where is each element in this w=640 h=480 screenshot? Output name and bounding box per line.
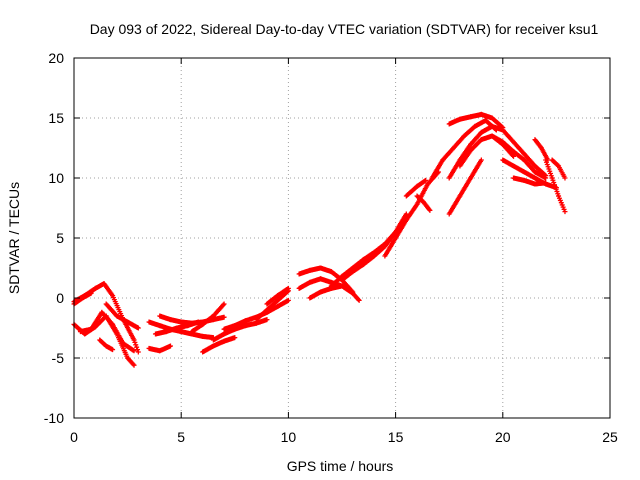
x-tick-label: 20 bbox=[495, 429, 511, 445]
data-point bbox=[543, 175, 549, 181]
series-arc-22 bbox=[382, 169, 441, 259]
data-point bbox=[135, 349, 141, 355]
data-point bbox=[221, 301, 227, 307]
series-arc-19 bbox=[307, 283, 345, 301]
data-point bbox=[131, 337, 137, 343]
series-arc-16 bbox=[264, 285, 291, 307]
series-arc-28 bbox=[446, 157, 484, 217]
series-arc-26 bbox=[446, 111, 506, 131]
series-arc-34 bbox=[549, 157, 568, 181]
data-points bbox=[71, 111, 568, 368]
data-point bbox=[132, 339, 138, 345]
data-point bbox=[562, 209, 568, 215]
data-point bbox=[511, 153, 517, 159]
data-point bbox=[135, 325, 141, 331]
data-point bbox=[545, 157, 551, 163]
series-arc-17 bbox=[296, 265, 356, 295]
series-arc-35 bbox=[532, 137, 551, 163]
x-axis-label: GPS time / hours bbox=[287, 458, 394, 474]
data-point bbox=[220, 302, 226, 308]
y-tick-label: -5 bbox=[52, 350, 65, 366]
y-tick-label: 15 bbox=[48, 110, 64, 126]
data-point bbox=[109, 320, 115, 326]
x-tick-label: 15 bbox=[388, 429, 404, 445]
data-point bbox=[264, 317, 270, 323]
data-point bbox=[131, 362, 137, 368]
grid-lines bbox=[74, 58, 610, 418]
series-arc-09 bbox=[146, 343, 173, 354]
y-tick-label: 20 bbox=[48, 50, 64, 66]
data-point bbox=[131, 348, 137, 354]
data-point bbox=[478, 157, 484, 163]
series-arc-32 bbox=[511, 175, 549, 187]
series-arc-33 bbox=[543, 157, 568, 215]
data-point bbox=[543, 180, 549, 186]
data-point bbox=[232, 335, 238, 341]
data-point bbox=[134, 347, 140, 353]
series-arc-15 bbox=[253, 288, 291, 323]
x-tick-label: 5 bbox=[177, 429, 185, 445]
series-arc-25 bbox=[429, 117, 499, 181]
data-point bbox=[356, 297, 362, 303]
data-point bbox=[134, 344, 140, 350]
data-point bbox=[355, 297, 361, 302]
data-point bbox=[423, 177, 429, 183]
series-arc-13 bbox=[189, 301, 227, 335]
y-tick-label: 0 bbox=[56, 290, 64, 306]
data-point bbox=[427, 207, 433, 213]
y-tick-label: 10 bbox=[48, 170, 64, 186]
series-arc-14 bbox=[221, 297, 291, 332]
series-arc-21 bbox=[339, 211, 409, 283]
series-arc-03 bbox=[77, 309, 137, 354]
x-tick-label: 25 bbox=[602, 429, 618, 445]
series-arc-05 bbox=[103, 301, 141, 331]
y-tick-label: -10 bbox=[44, 410, 64, 426]
data-point bbox=[88, 290, 94, 296]
data-point bbox=[562, 175, 568, 181]
y-axis-label: SDTVAR / TECUs bbox=[6, 182, 22, 294]
data-point bbox=[510, 152, 516, 158]
series-arc-10 bbox=[157, 313, 227, 326]
data-point bbox=[110, 347, 116, 353]
data-point bbox=[221, 314, 227, 320]
series-arc-06 bbox=[97, 337, 116, 353]
series-arc-20 bbox=[328, 229, 399, 289]
x-tick-label: 10 bbox=[281, 429, 297, 445]
x-tick-label: 0 bbox=[70, 429, 78, 445]
axis-ticks: 0 5 10 15 20 25 -10 -5 0 5 10 15 20 bbox=[44, 50, 618, 445]
series-arc-24 bbox=[414, 193, 433, 213]
chart-title: Day 093 of 2022, Sidereal Day-to-day VTE… bbox=[90, 21, 599, 37]
series-arc-11 bbox=[200, 335, 238, 355]
series-arc-23 bbox=[403, 177, 429, 199]
data-point bbox=[339, 283, 345, 289]
y-tick-label: 5 bbox=[56, 230, 64, 246]
data-point bbox=[285, 285, 291, 291]
data-point bbox=[133, 342, 139, 348]
data-point bbox=[285, 297, 291, 303]
series-arc-30 bbox=[489, 133, 549, 181]
series-arc-04 bbox=[71, 290, 94, 307]
data-point bbox=[167, 343, 173, 349]
